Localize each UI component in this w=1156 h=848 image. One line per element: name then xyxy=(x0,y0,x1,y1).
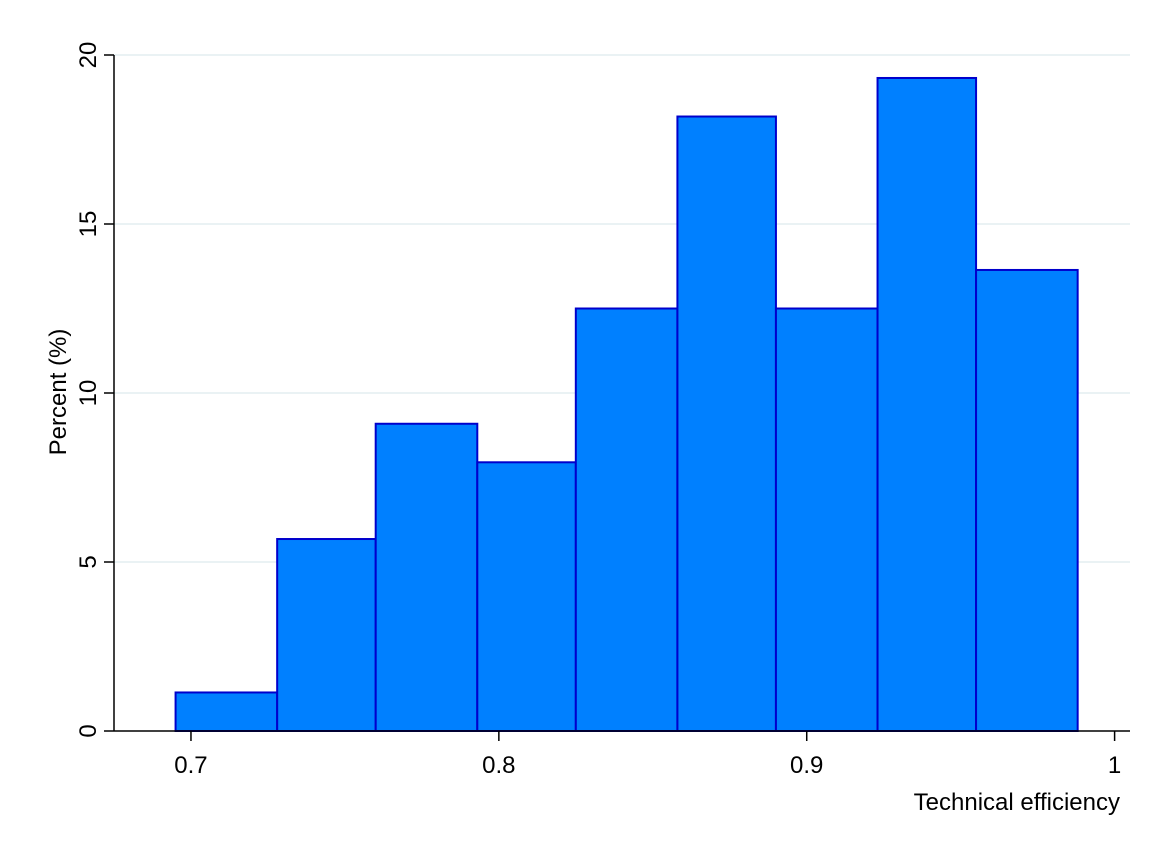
ticks: 0 5 10 15 20 0.7 0.8 0.9 1 xyxy=(75,42,1121,779)
y-tick-label-0: 0 xyxy=(75,724,102,737)
x-tick-label-1: 0.8 xyxy=(482,752,515,779)
x-axis-title: Technical efficiency xyxy=(914,789,1120,816)
histogram-bars xyxy=(174,76,1079,733)
histogram-bar-4 xyxy=(574,307,679,732)
y-axis-title: Percent (%) xyxy=(45,329,72,456)
y-tick-label-4: 20 xyxy=(75,42,102,69)
x-tick-label-3: 1 xyxy=(1108,752,1121,779)
x-tick-label-0: 0.7 xyxy=(174,752,207,779)
histogram-bar-1 xyxy=(276,538,377,732)
histogram-bar-3 xyxy=(476,461,577,732)
histogram-bar-7 xyxy=(876,76,978,732)
x-tick-label-2: 0.9 xyxy=(790,752,823,779)
y-tick-label-2: 10 xyxy=(75,380,102,407)
histogram-bar-5 xyxy=(676,115,777,733)
histogram-bar-0 xyxy=(174,691,279,733)
histogram-bar-2 xyxy=(374,422,479,732)
y-tick-label-3: 15 xyxy=(75,211,102,238)
histogram-bar-6 xyxy=(774,307,879,732)
y-tick-label-1: 5 xyxy=(75,555,102,568)
histogram-bar-8 xyxy=(975,268,1079,732)
